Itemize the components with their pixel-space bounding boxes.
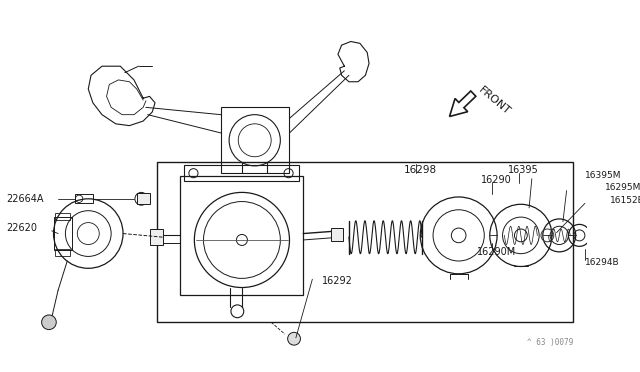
- Text: 16298: 16298: [404, 164, 437, 174]
- Bar: [221, 108, 289, 173]
- Circle shape: [42, 315, 56, 330]
- Text: 16290: 16290: [481, 174, 511, 185]
- Polygon shape: [449, 91, 476, 116]
- Bar: [74, 194, 93, 203]
- Text: FRONT: FRONT: [477, 85, 512, 117]
- Circle shape: [287, 332, 300, 345]
- Text: 22620: 22620: [6, 223, 37, 233]
- Text: 16395M: 16395M: [585, 170, 621, 180]
- Bar: [54, 217, 72, 250]
- Text: 16294B: 16294B: [585, 258, 620, 267]
- Text: 16295M: 16295M: [605, 183, 640, 192]
- Bar: [184, 165, 299, 182]
- Bar: [157, 162, 573, 322]
- Text: 16152E: 16152E: [609, 196, 640, 205]
- Text: 22664A: 22664A: [6, 194, 44, 204]
- Bar: [55, 249, 70, 256]
- Bar: [55, 212, 70, 220]
- Bar: [150, 229, 163, 246]
- Text: ^ 63 )0079: ^ 63 )0079: [527, 338, 573, 347]
- Text: 16292: 16292: [321, 276, 353, 286]
- Bar: [331, 228, 344, 241]
- Text: 16395: 16395: [508, 164, 539, 174]
- Bar: [180, 176, 303, 295]
- Bar: [137, 193, 150, 204]
- Text: 16290M: 16290M: [477, 247, 516, 257]
